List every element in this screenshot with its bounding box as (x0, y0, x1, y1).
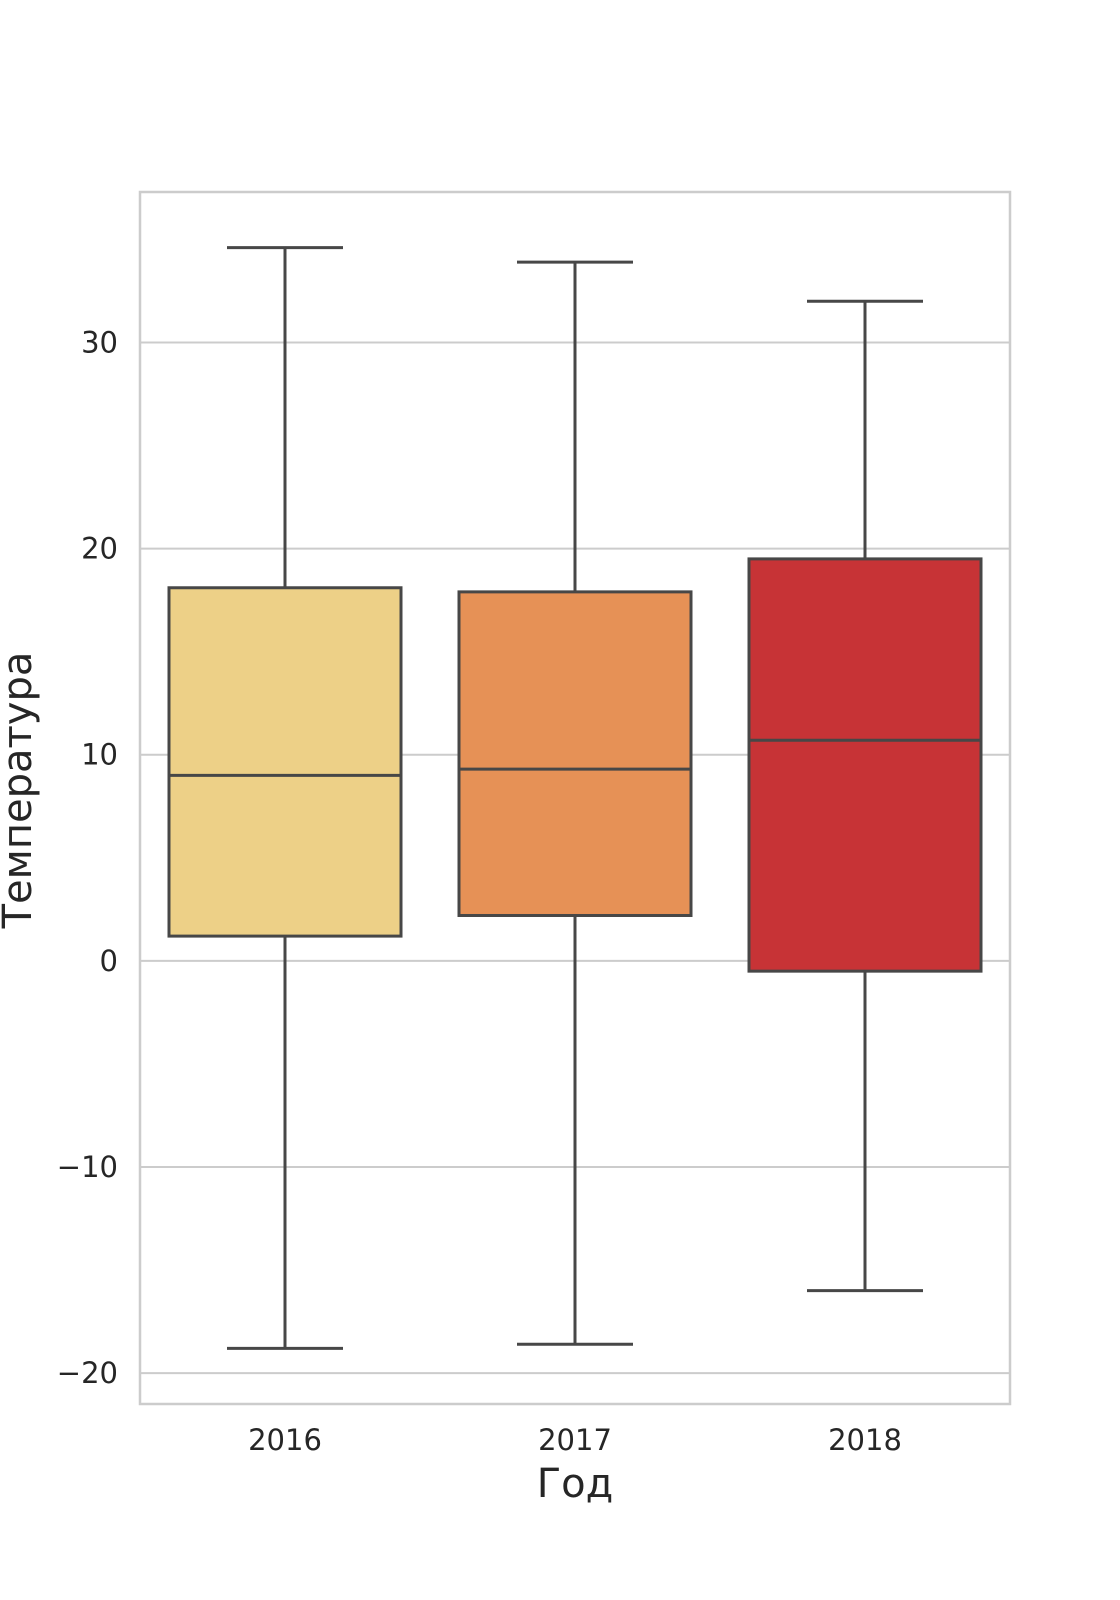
iqr-box (167, 586, 403, 938)
boxes (167, 246, 983, 1350)
y-tick-label: −20 (57, 1356, 118, 1390)
iqr-box (457, 590, 693, 917)
y-tick-label: 0 (100, 944, 118, 978)
x-tick-label: 2016 (248, 1423, 322, 1457)
x-axis-label: Год (537, 1461, 614, 1507)
box-2018 (747, 299, 983, 1293)
y-tick-label: 10 (81, 738, 118, 772)
y-tick-label: −10 (57, 1150, 118, 1184)
box-2017 (457, 260, 693, 1346)
y-axis-label: Температура (0, 652, 41, 930)
y-tick-label: 30 (81, 325, 118, 359)
plot-frame (138, 190, 1012, 1406)
x-tick-label: 2017 (538, 1423, 612, 1457)
x-tick-label: 2018 (828, 1423, 902, 1457)
x-tick-labels: 2016 2017 2018 (248, 1423, 902, 1457)
y-tick-label: 20 (81, 532, 118, 566)
box-2016 (167, 246, 403, 1350)
iqr-box (747, 557, 983, 973)
y-tick-labels: −20 −10 0 10 20 30 (57, 325, 118, 1390)
